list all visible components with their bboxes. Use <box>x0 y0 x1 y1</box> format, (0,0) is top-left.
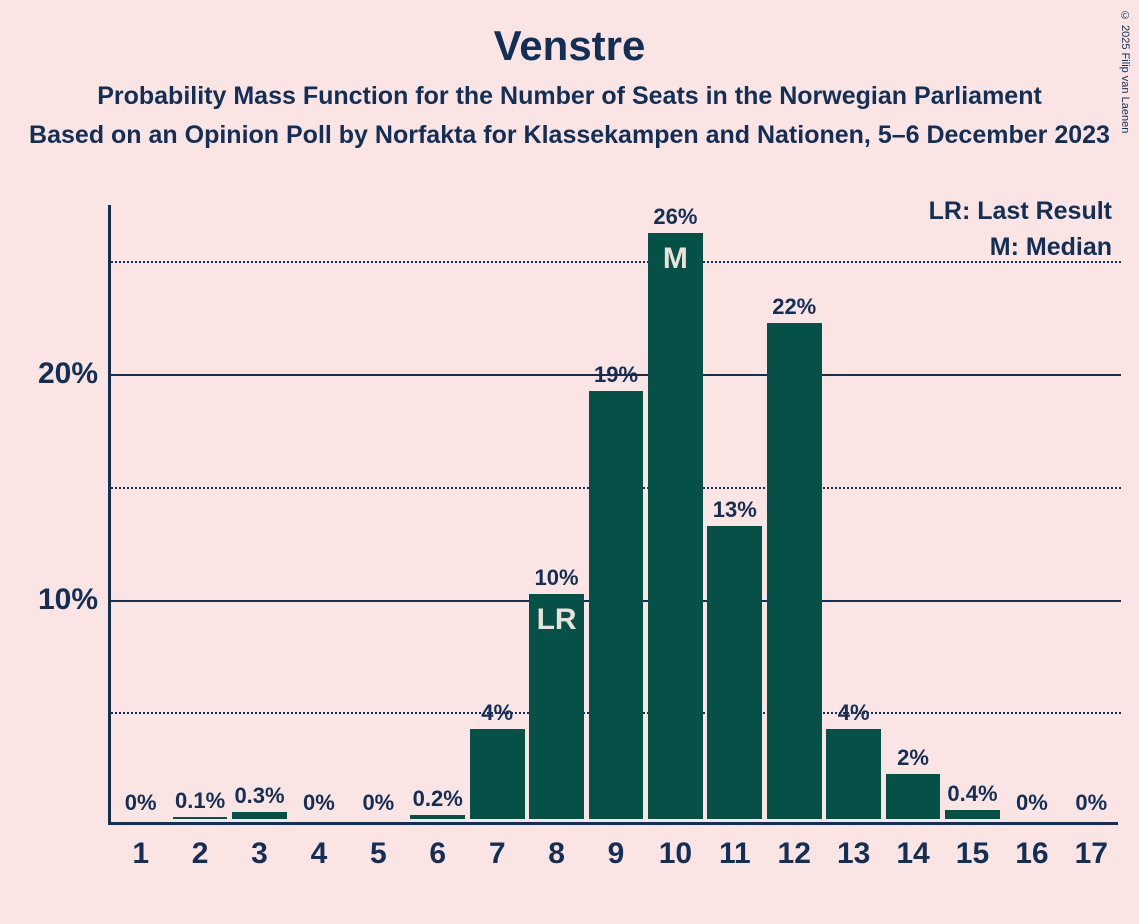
bar-value-label: 0.3% <box>234 783 284 809</box>
bar <box>886 774 941 819</box>
bar <box>767 323 822 819</box>
bar <box>232 812 287 819</box>
bar-value-label: 0% <box>1075 790 1107 816</box>
bar-value-label: 22% <box>772 294 816 320</box>
x-axis-tick-label: 8 <box>548 837 565 871</box>
x-axis-tick-label: 11 <box>719 837 751 871</box>
chart-plot: 0%10.1%20.3%30%40%50.2%64%710%819%926%10… <box>108 205 1118 825</box>
bar-value-label: 4% <box>838 700 870 726</box>
x-axis-tick-label: 14 <box>896 837 929 871</box>
bar-value-label: 0% <box>1016 790 1048 816</box>
y-axis-tick-label: 10% <box>38 583 98 617</box>
bar <box>826 729 881 819</box>
chart-title: Venstre <box>0 0 1139 70</box>
x-axis-tick-label: 6 <box>429 837 446 871</box>
legend-lr: LR: Last Result <box>929 197 1112 226</box>
legend-m: M: Median <box>990 233 1112 262</box>
bar-value-label: 0.4% <box>947 781 997 807</box>
bar-value-label: 0.2% <box>413 786 463 812</box>
bar <box>707 526 762 819</box>
bar <box>410 815 465 820</box>
bar <box>470 729 525 819</box>
bar-value-label: 4% <box>481 700 513 726</box>
bar <box>945 810 1000 819</box>
bar-annotation: LR <box>537 603 577 637</box>
bar-value-label: 0% <box>362 790 394 816</box>
bar-value-label: 26% <box>653 204 697 230</box>
x-axis-tick-label: 3 <box>251 837 268 871</box>
x-axis-tick-label: 7 <box>489 837 506 871</box>
gridline-minor <box>111 261 1121 263</box>
x-axis-tick-label: 4 <box>311 837 328 871</box>
x-axis-tick-label: 16 <box>1015 837 1048 871</box>
bar-value-label: 2% <box>897 745 929 771</box>
bar <box>589 391 644 819</box>
bar-value-label: 13% <box>713 497 757 523</box>
x-axis-tick-label: 17 <box>1075 837 1108 871</box>
chart-subtitle-1: Probability Mass Function for the Number… <box>0 70 1139 111</box>
bar <box>648 233 703 819</box>
x-axis-tick-label: 5 <box>370 837 387 871</box>
bar-value-label: 0% <box>125 790 157 816</box>
x-axis-tick-label: 15 <box>956 837 989 871</box>
x-axis-tick-label: 12 <box>778 837 811 871</box>
y-axis-tick-label: 20% <box>38 357 98 391</box>
copyright-notice: © 2025 Filip van Laenen <box>1119 10 1131 133</box>
bar-value-label: 19% <box>594 362 638 388</box>
bar-annotation: M <box>663 242 688 276</box>
bar-value-label: 0.1% <box>175 788 225 814</box>
chart-subtitle-2: Based on an Opinion Poll by Norfakta for… <box>0 111 1139 150</box>
x-axis-tick-label: 13 <box>837 837 870 871</box>
x-axis-tick-label: 10 <box>659 837 692 871</box>
chart-plot-area: 0%10.1%20.3%30%40%50.2%64%710%819%926%10… <box>108 205 1118 825</box>
bar-value-label: 0% <box>303 790 335 816</box>
x-axis-tick-label: 1 <box>132 837 149 871</box>
bar <box>173 817 228 819</box>
x-axis-tick-label: 2 <box>192 837 209 871</box>
x-axis-tick-label: 9 <box>608 837 625 871</box>
bar-value-label: 10% <box>535 565 579 591</box>
